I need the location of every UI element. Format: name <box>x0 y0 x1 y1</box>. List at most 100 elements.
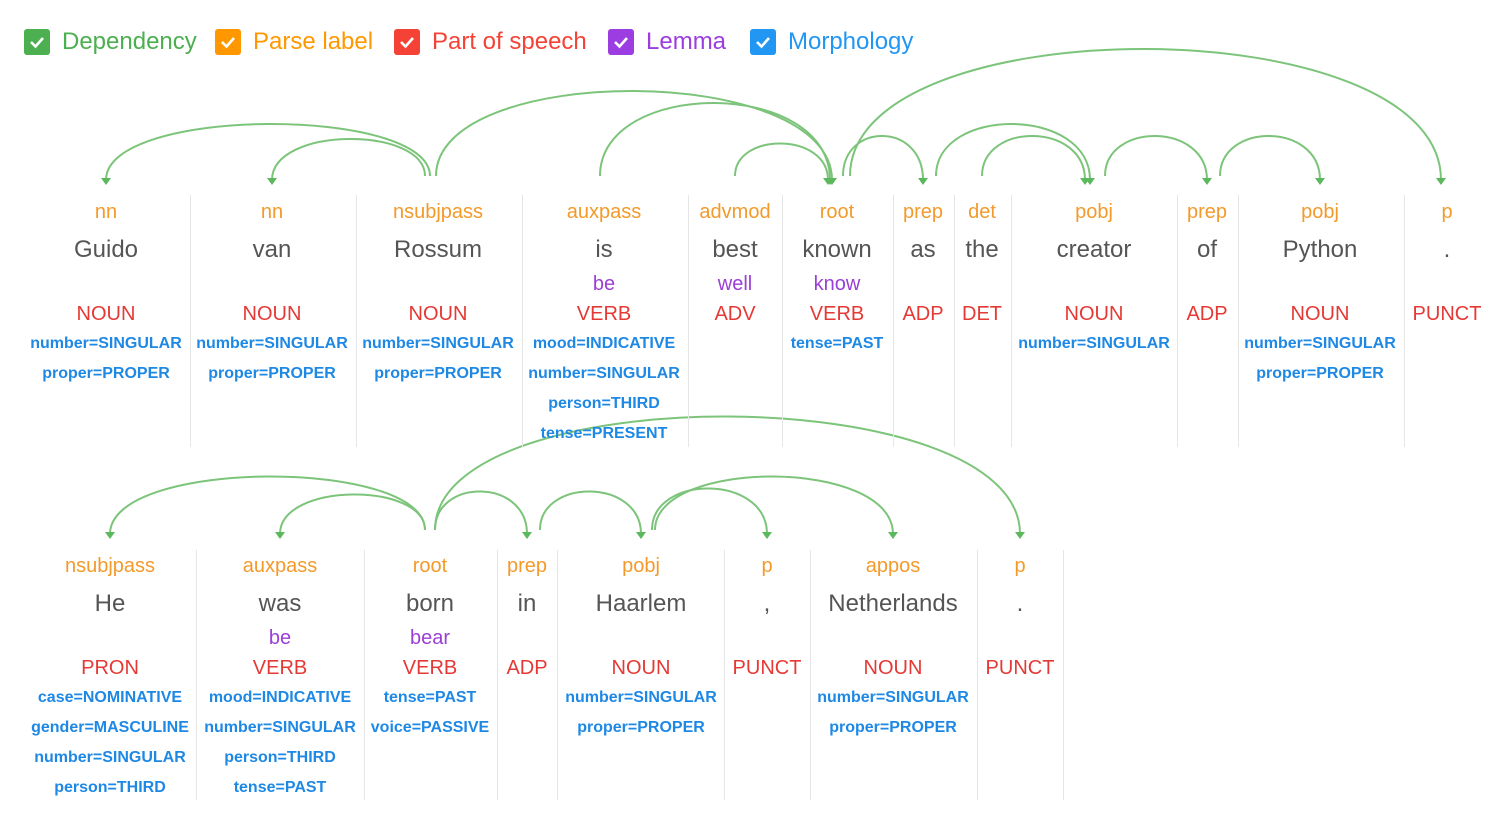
part-of-speech: PUNCT <box>1412 303 1482 325</box>
column-divider <box>1011 195 1012 447</box>
toggle[interactable]: Lemma <box>608 28 726 56</box>
morphology: tense=PAST <box>233 779 327 796</box>
token-word: Rossum <box>393 236 483 263</box>
dependency-arc <box>849 48 1442 181</box>
dependency-arc <box>1219 135 1321 181</box>
lemma: well <box>717 273 753 295</box>
parse-label: p <box>1441 201 1453 223</box>
lemma: be <box>592 273 616 295</box>
part-of-speech: DET <box>962 303 1002 325</box>
arrow-head <box>105 532 115 539</box>
part-of-speech: ADP <box>506 657 548 679</box>
part-of-speech: ADV <box>714 303 756 325</box>
arrow-head <box>1202 178 1212 185</box>
part-of-speech: VERB <box>809 303 865 325</box>
morphology: number=SINGULAR <box>817 689 969 706</box>
morphology: voice=PASSIVE <box>370 719 490 736</box>
parse-label: p <box>1014 555 1026 577</box>
toggle-label: Morphology <box>788 28 914 55</box>
arrow-head <box>1315 178 1325 185</box>
dependency-arc <box>105 123 431 181</box>
morphology: number=SINGULAR <box>565 689 717 706</box>
checkbox[interactable] <box>24 29 50 55</box>
parse-label: root <box>412 555 448 577</box>
part-of-speech: VERB <box>252 657 308 679</box>
token-word: in <box>517 590 537 617</box>
arrow-head <box>823 178 833 185</box>
token-word: best <box>712 236 758 263</box>
toggle[interactable]: Part of speech <box>394 28 587 56</box>
checkbox[interactable] <box>215 29 241 55</box>
part-of-speech: PUNCT <box>985 657 1055 679</box>
column-divider <box>497 550 498 800</box>
column-divider <box>810 550 811 800</box>
token-word: Haarlem <box>595 590 687 617</box>
morphology: number=SINGULAR <box>30 335 182 352</box>
arrow-head <box>918 178 928 185</box>
part-of-speech: ADP <box>902 303 944 325</box>
token-word: of <box>1196 236 1218 263</box>
morphology: proper=PROPER <box>1256 365 1384 382</box>
morphology: person=THIRD <box>224 749 336 766</box>
morphology: number=SINGULAR <box>528 365 680 382</box>
dependency-arc <box>539 490 642 535</box>
token-word: Guido <box>73 236 139 263</box>
token-word: born <box>405 590 455 617</box>
part-of-speech: NOUN <box>408 303 468 325</box>
parse-label: nsubjpass <box>64 555 156 577</box>
checkbox[interactable] <box>608 29 634 55</box>
token-word: is <box>595 236 613 263</box>
arrow-head <box>275 532 285 539</box>
arrow-head <box>1080 178 1090 185</box>
checkbox[interactable] <box>750 29 776 55</box>
morphology: number=SINGULAR <box>34 749 186 766</box>
token-word: as <box>910 236 936 263</box>
check-icon <box>400 37 414 49</box>
arrow-head <box>101 178 111 185</box>
parse-label: root <box>819 201 855 223</box>
dependency-arc <box>1104 135 1208 181</box>
parse-label: prep <box>1186 201 1228 223</box>
dependency-arc <box>842 135 924 181</box>
token-word: van <box>252 236 292 263</box>
arrow-head <box>636 532 646 539</box>
morphology: proper=PROPER <box>577 719 705 736</box>
toggle[interactable]: Parse label <box>215 28 373 56</box>
dependency-arc <box>435 90 833 181</box>
part-of-speech: ADP <box>1186 303 1228 325</box>
toggle[interactable]: Morphology <box>750 28 913 56</box>
checkbox[interactable] <box>394 29 420 55</box>
dependency-arc <box>434 415 1021 535</box>
morphology: number=SINGULAR <box>196 335 348 352</box>
arrow-head <box>522 532 532 539</box>
toggle-label: Lemma <box>646 28 727 55</box>
part-of-speech: PRON <box>81 657 139 679</box>
toggle[interactable]: Dependency <box>24 28 197 56</box>
morphology: proper=PROPER <box>829 719 957 736</box>
column-divider <box>1177 195 1178 447</box>
part-of-speech: NOUN <box>242 303 302 325</box>
dependency-arc <box>109 475 426 535</box>
part-of-speech: VERB <box>402 657 458 679</box>
dependency-arc <box>599 102 831 181</box>
lemma: know <box>813 273 861 295</box>
column-divider <box>522 195 523 447</box>
dependency-arc <box>654 475 894 535</box>
parse-label: auxpass <box>242 555 318 577</box>
lemma: be <box>268 627 292 649</box>
morphology: mood=INDICATIVE <box>208 689 352 706</box>
morphology: person=THIRD <box>548 395 660 412</box>
token-word: the <box>965 236 999 263</box>
morphology: case=NOMINATIVE <box>37 689 183 706</box>
parse-label: pobj <box>1301 201 1339 223</box>
morphology: mood=INDICATIVE <box>532 335 676 352</box>
morphology: number=SINGULAR <box>204 719 356 736</box>
toggle-label: Part of speech <box>432 28 587 55</box>
parse-label: advmod <box>699 201 771 223</box>
morphology: tense=PAST <box>383 689 477 706</box>
morphology: tense=PAST <box>790 335 884 352</box>
morphology: number=SINGULAR <box>1244 335 1396 352</box>
arrow-head <box>267 178 277 185</box>
morphology: proper=PROPER <box>374 365 502 382</box>
